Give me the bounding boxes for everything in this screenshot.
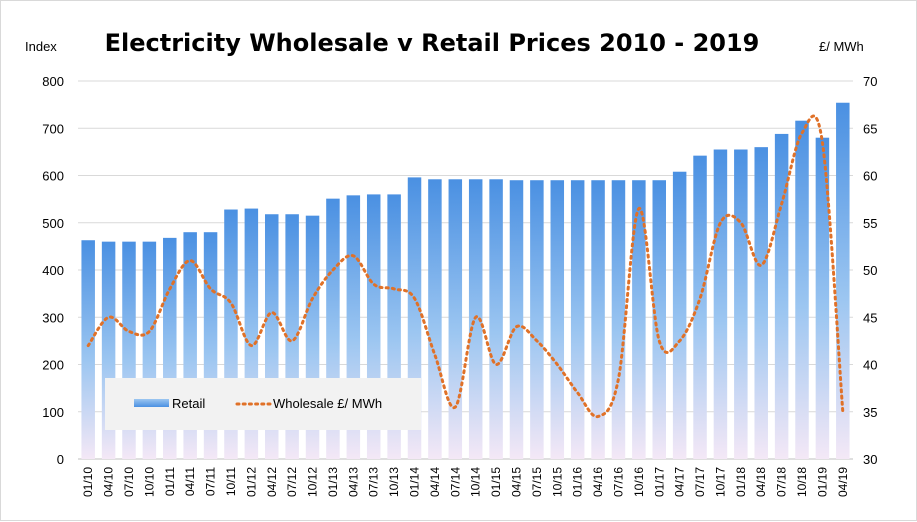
x-tick-label: 07/17 xyxy=(693,467,707,497)
left-y-tick: 400 xyxy=(42,263,64,278)
x-tick-label: 04/15 xyxy=(509,467,523,497)
x-tick-label: 07/14 xyxy=(448,467,462,497)
x-tick-label: 07/13 xyxy=(367,467,381,497)
retail-bar xyxy=(734,149,748,459)
retail-bar xyxy=(509,180,524,459)
legend-retail-swatch xyxy=(134,399,169,407)
right-y-tick: 60 xyxy=(863,169,877,184)
chart-title: Electricity Wholesale v Retail Prices 20… xyxy=(105,29,760,57)
retail-bar xyxy=(652,180,666,459)
x-tick-label: 07/10 xyxy=(122,467,136,497)
retail-bar xyxy=(550,180,565,459)
right-y-tick: 40 xyxy=(863,358,877,373)
x-tick-label: 04/13 xyxy=(346,467,360,497)
x-tick-label: 01/16 xyxy=(571,467,585,497)
x-tick-label: 01/15 xyxy=(489,467,503,497)
left-y-tick: 500 xyxy=(42,216,64,231)
retail-bar xyxy=(428,179,442,459)
x-tick-label: 10/15 xyxy=(550,467,564,497)
x-tick-label: 07/11 xyxy=(204,467,218,496)
right-axis-label: £/ MWh xyxy=(819,39,864,54)
retail-bar xyxy=(672,171,687,459)
left-y-tick: 100 xyxy=(42,405,64,420)
x-tick-label: 01/12 xyxy=(244,467,258,497)
x-tick-label: 10/18 xyxy=(795,467,809,497)
legend-retail-label: Retail xyxy=(172,396,205,411)
left-y-tick: 300 xyxy=(42,310,64,325)
x-tick-label: 01/11 xyxy=(163,467,177,496)
x-tick-label: 04/12 xyxy=(265,467,279,497)
x-tick-label: 07/18 xyxy=(775,467,789,497)
x-tick-label: 10/13 xyxy=(387,467,401,497)
x-tick-label: 04/17 xyxy=(673,467,687,497)
x-tick-label: 04/18 xyxy=(754,467,768,497)
retail-bar xyxy=(570,180,585,459)
x-tick-label: 04/16 xyxy=(591,467,605,497)
left-axis-label: Index xyxy=(25,39,57,54)
right-y-tick: 65 xyxy=(863,121,877,136)
x-tick-label: 01/19 xyxy=(815,467,829,497)
retail-bar xyxy=(754,147,768,459)
right-y-ticks: 30 35 40 45 50 55 60 65 70 xyxy=(863,74,877,467)
retail-bar xyxy=(693,155,707,459)
x-tick-label: 01/10 xyxy=(81,467,95,497)
left-y-tick: 600 xyxy=(42,169,64,184)
retail-bar xyxy=(530,180,544,459)
retail-bar xyxy=(611,180,626,459)
retail-bar xyxy=(448,179,463,459)
left-y-tick: 0 xyxy=(57,452,64,467)
x-tick-label: 04/10 xyxy=(102,467,116,497)
legend-wholesale-label: Wholesale £/ MWh xyxy=(273,396,382,411)
left-y-ticks: 0 100 200 300 400 500 600 700 800 xyxy=(42,74,64,467)
x-tick-label: 10/17 xyxy=(713,467,727,497)
x-tick-label: 01/17 xyxy=(652,467,666,497)
right-y-tick: 45 xyxy=(863,310,877,325)
x-tick-label: 04/11 xyxy=(183,467,197,496)
x-tick-label: 01/14 xyxy=(408,467,422,497)
retail-bar xyxy=(632,180,646,459)
x-tick-label: 01/18 xyxy=(734,467,748,497)
right-y-tick: 70 xyxy=(863,74,877,89)
retail-bar xyxy=(815,137,830,459)
right-y-tick: 35 xyxy=(863,405,877,420)
x-tick-label: 04/19 xyxy=(836,467,850,497)
left-y-tick: 800 xyxy=(42,74,64,89)
right-y-tick: 50 xyxy=(863,263,877,278)
right-y-tick: 30 xyxy=(863,452,877,467)
retail-bar xyxy=(795,120,809,459)
x-tick-label: 10/11 xyxy=(224,467,238,496)
retail-bar xyxy=(591,180,605,459)
wholesale-line xyxy=(86,114,845,418)
legend: Retail Wholesale £/ MWh xyxy=(105,378,421,430)
x-tick-label: 10/16 xyxy=(632,467,646,497)
retail-bar xyxy=(81,240,95,459)
left-y-tick: 700 xyxy=(42,121,64,136)
x-tick-label: 04/14 xyxy=(428,467,442,497)
x-tick-label: 10/14 xyxy=(469,467,483,497)
x-tick-label: 07/12 xyxy=(285,467,299,497)
x-ticks: 01/10 04/10 07/10 10/10 01/11 04/11 07/11 10/11… xyxy=(81,467,850,497)
x-tick-label: 10/10 xyxy=(142,467,156,497)
retail-bar xyxy=(468,179,483,459)
x-tick-label: 07/15 xyxy=(530,467,544,497)
x-tick-label: 01/13 xyxy=(326,467,340,497)
left-y-tick: 200 xyxy=(42,358,64,373)
retail-bar xyxy=(489,179,503,459)
retail-bar xyxy=(713,149,728,459)
x-tick-label: 07/16 xyxy=(611,467,625,497)
x-tick-label: 10/12 xyxy=(306,467,320,497)
retail-bar xyxy=(836,102,850,460)
right-y-tick: 55 xyxy=(863,216,877,231)
